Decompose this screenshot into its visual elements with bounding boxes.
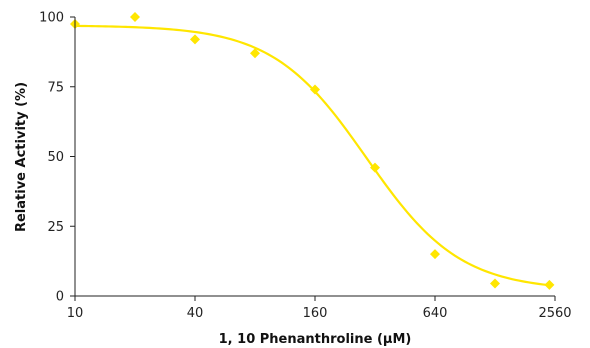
y-axis-title: Relative Activity (%) [14, 82, 29, 232]
x-tick-label: 10 [67, 306, 84, 321]
data-point [430, 249, 440, 260]
data-point [544, 279, 555, 290]
data-point [370, 162, 380, 173]
data-point [310, 84, 320, 95]
x-tick-label: 2560 [538, 306, 571, 321]
x-tick-label: 160 [303, 306, 328, 321]
data-point [130, 12, 140, 22]
x-axis-title: 1, 10 Phenanthroline (µM) [219, 332, 412, 347]
x-tick-label: 640 [423, 306, 448, 321]
fit-curve-layer [74, 24, 550, 287]
y-tick-label: 100 [39, 11, 64, 26]
data-point [190, 34, 200, 45]
y-tick-label: 50 [47, 150, 64, 165]
axes: 0 25 50 75 100 10 40 160 640 2560 [39, 11, 571, 322]
y-tick-label: 75 [47, 80, 64, 95]
fit-curve [74, 24, 550, 287]
y-tick-label: 25 [47, 220, 64, 235]
data-point [490, 278, 500, 289]
data-points-layer [70, 12, 555, 290]
y-tick-label: 0 [56, 290, 64, 305]
data-point [250, 48, 260, 59]
x-tick-label: 40 [187, 306, 204, 321]
